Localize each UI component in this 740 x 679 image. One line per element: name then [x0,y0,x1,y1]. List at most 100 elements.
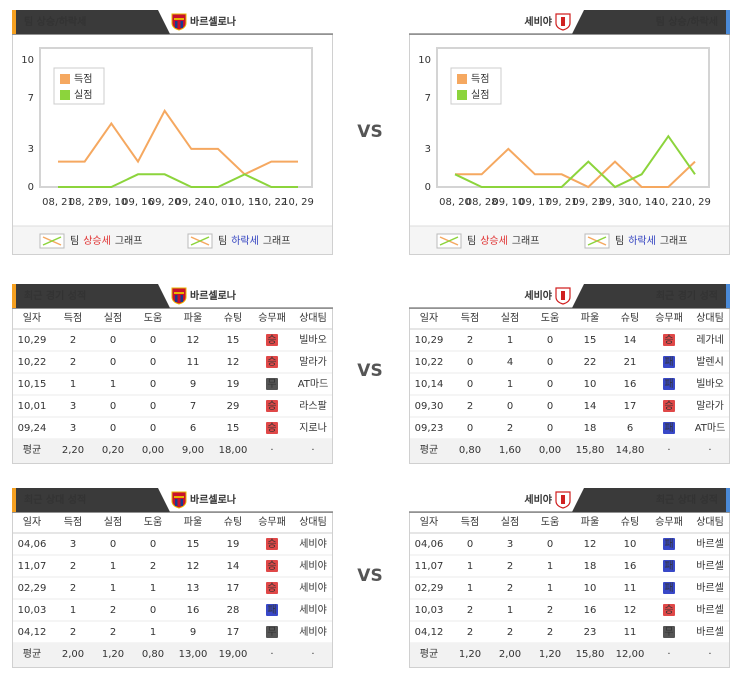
cell: 12 [187,335,200,346]
legend-label: 실점 [74,89,92,101]
cell: 04,12 [415,627,444,638]
series-line [455,147,696,189]
average-cell: · [667,445,670,456]
cell: 2 [70,627,76,638]
cell: 11,07 [415,561,444,572]
cell: 2 [507,561,513,572]
x-tick-label: 09, 21 [546,197,578,208]
cell: 레가네 [696,334,724,346]
average-cell: 평균 [420,648,438,660]
footer-icon-line [190,236,210,246]
logo-stripe [175,295,178,302]
x-tick-label: 09, 23 [572,197,604,208]
cell: 04,06 [415,539,444,550]
average-cell: · [311,649,314,660]
cell: 0 [150,357,156,368]
column-header: 파울 [581,312,599,324]
result-label: 패 [664,356,673,368]
column-header: 파울 [184,516,202,528]
cell: 바르셀 [696,604,724,616]
average-cell: 1,20 [539,649,561,660]
cell: 14 [227,561,240,572]
column-header: 슈팅 [224,312,242,324]
x-tick-label: 09, 10 [95,197,127,208]
cell: 1 [507,335,513,346]
cell: 2 [507,423,513,434]
cell: 15 [227,335,240,346]
cell: 10 [624,539,637,550]
average-cell: · [708,445,711,456]
average-cell: 2,00 [499,649,521,660]
result-badge [663,582,675,594]
footer-highlight: 하락세 [628,234,656,247]
result-badge [663,560,675,572]
cell: 10,22 [18,357,47,368]
cell: 0 [150,401,156,412]
vs-label: VS [357,566,383,586]
column-header: 슈팅 [224,516,242,528]
cell: 2 [110,627,116,638]
cell: 2 [507,627,513,638]
cell: 말라가 [696,400,724,412]
header-accent [12,10,16,34]
footer-icon-line [439,236,459,246]
cell: 11 [187,357,200,368]
cell: 바르셀 [696,560,724,572]
average-cell: · [708,649,711,660]
team-name: 바르셀로나 [190,493,237,506]
column-header: 승무패 [258,312,286,324]
column-header: 상대팀 [299,516,327,528]
cell: 09,30 [415,401,444,412]
cell: 1 [547,583,553,594]
header-tab [572,10,730,34]
column-header: 실점 [501,312,519,324]
cell: 0 [150,539,156,550]
cell: 2 [70,561,76,572]
cell: 바르셀 [696,538,724,550]
legend-label: 득점 [471,73,489,85]
result-badge [266,356,278,368]
cell: 15 [584,335,597,346]
panel-border [12,308,333,464]
average-cell: 18,00 [219,445,248,456]
result-badge [663,604,675,616]
cell: 17 [227,583,240,594]
cell: 0 [150,423,156,434]
cell: 0 [110,423,116,434]
result-label: 패 [664,560,673,572]
column-header: 상대팀 [696,516,724,528]
cell: 23 [584,627,597,638]
cell: 02,29 [415,583,444,594]
cell: 세비야 [299,604,327,616]
x-tick-label: 08, 28 [466,197,498,208]
x-tick-label: 10, 22 [255,197,287,208]
cell: 1 [507,605,513,616]
result-badge [266,334,278,346]
cell: AT마드 [695,422,726,434]
cell: 0 [507,401,513,412]
x-tick-label: 09, 20 [149,197,181,208]
series-line [58,108,298,176]
cell: 0 [467,357,473,368]
result-label: 승 [267,422,276,434]
footer-suffix: 그래프 [512,235,540,247]
cell: 라스팔 [299,400,327,412]
cell: 0 [467,423,473,434]
cell: 15 [227,423,240,434]
cell: 10,29 [415,335,444,346]
cell: 13 [187,583,200,594]
vs-label: VS [357,361,383,381]
cell: 3 [70,539,76,550]
logo-band [561,291,565,300]
footer-legend: 팀 하락세 그래프 [218,234,290,247]
cell: 9 [190,627,196,638]
logo-band [174,18,184,20]
column-header: 승무패 [655,312,683,324]
average-cell: 0,80 [142,649,164,660]
header-tab [12,488,170,512]
team-name: 바르셀로나 [190,289,237,302]
cell: 0 [547,539,553,550]
cell: 2 [150,561,156,572]
